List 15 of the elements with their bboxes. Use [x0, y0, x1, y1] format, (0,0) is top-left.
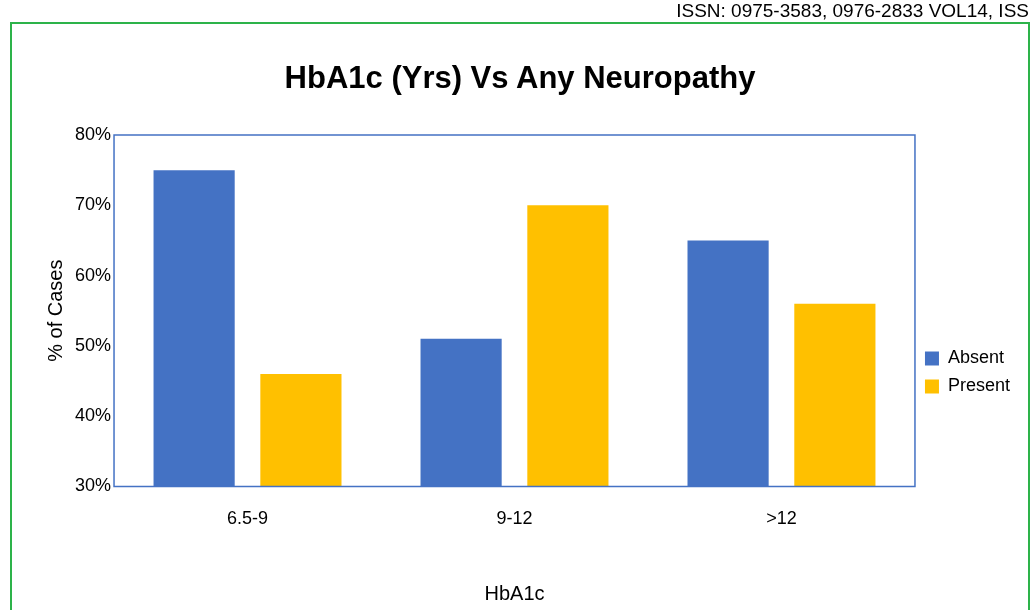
legend-label: Present: [947, 375, 1011, 396]
y-tick-label: 80%: [75, 123, 112, 144]
y-tick-label: 60%: [75, 264, 112, 285]
x-tick-label: 6.5-9: [227, 508, 269, 529]
legend-label: Absent: [947, 347, 1005, 368]
y-tick-label: 40%: [75, 405, 112, 426]
y-tick-label: 30%: [75, 475, 112, 496]
y-tick-label: 50%: [75, 334, 112, 355]
y-tick-label: 70%: [75, 194, 112, 215]
x-axis-title: HbA1c: [484, 581, 545, 604]
chart-title: HbA1c (Yrs) Vs Any Neuropathy: [283, 60, 757, 96]
x-tick-label: 9-12: [496, 508, 533, 529]
y-axis-title: % of Cases: [43, 259, 66, 362]
text: ISSN: 0975-3583, 0976-2833 VOL14, ISS: [676, 0, 1029, 22]
x-tick-label: >12: [766, 508, 797, 529]
